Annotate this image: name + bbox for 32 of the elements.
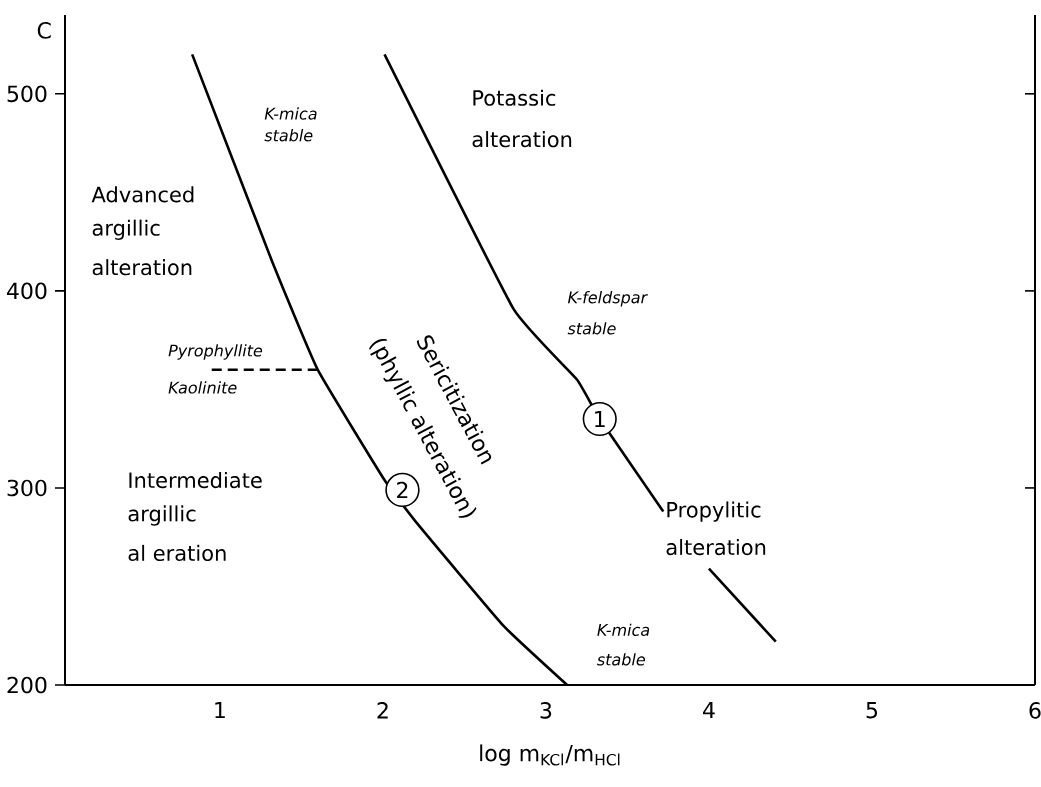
y-tick-label: 200 [7,676,47,694]
y-tick-label: 500 [7,85,47,103]
y-axis-title: C [37,22,51,39]
y-tick-label: 400 [7,282,47,300]
annotation: stable [597,653,646,666]
annotation: alteration [666,538,766,556]
x-axis-title: log m$_{KCl}$/m$_{HCl}$ [480,744,620,766]
x-tick-label: 1 [215,702,225,719]
annotation: K-mica [264,107,317,120]
x-tick-label: 3 [540,702,552,719]
annotation: argillic [128,505,196,526]
annotation: Kaolinite [168,381,237,394]
x-tick-label: 4 [703,702,715,719]
annotation: stable [567,322,616,335]
annotation: 2 [397,481,408,499]
y-tick-label: 300 [7,479,47,497]
annotation: stable [264,129,313,142]
annotation: Advanced [91,186,194,203]
annotation: alteration [92,259,192,276]
annotation: K-mica [597,623,650,636]
x-tick-label: 5 [866,702,878,719]
x-tick-label: 6 [1029,702,1041,719]
annotation: 1 [595,410,605,427]
annotation: Pyrophyllite [168,344,263,360]
annotation: argillic [92,219,160,240]
annotation: Propylitic [667,501,761,522]
annotation: K-feldspar [567,291,648,307]
x-tick-label: 2 [377,702,388,719]
annotation: alteration [472,131,572,148]
annotation: al eration [128,544,226,562]
annotation: Potassic [473,89,556,106]
annotation: Intermediate [129,471,262,489]
